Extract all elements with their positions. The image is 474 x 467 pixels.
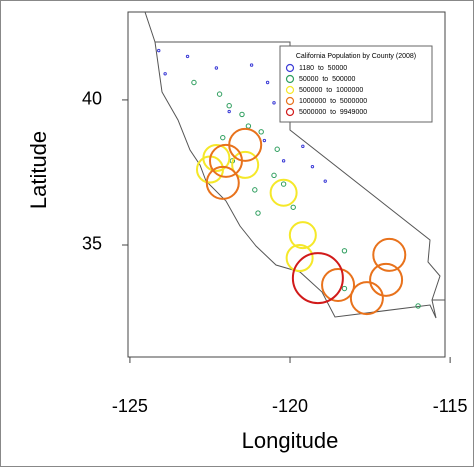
bubble: [272, 101, 276, 105]
legend-marker: [285, 96, 295, 106]
bubble: [310, 164, 315, 169]
bubble: [262, 138, 267, 143]
bubble: [341, 285, 348, 292]
bubble: [290, 204, 296, 210]
bubble: [157, 48, 161, 53]
bubble: [252, 187, 258, 193]
bubble: [281, 159, 286, 163]
legend-label: 500000 to 1000000: [299, 87, 363, 94]
bubble: [271, 172, 277, 179]
bubble: [274, 146, 280, 152]
bubble: [214, 66, 219, 70]
border: [144, 11, 445, 301]
x-tick-label: -120: [272, 396, 308, 416]
bubble: [216, 91, 223, 97]
bubble: [321, 268, 356, 303]
bubble: [415, 303, 421, 309]
legend-box: [279, 45, 433, 123]
bubble: [291, 252, 344, 305]
bubble: [163, 72, 167, 76]
bubble: [280, 181, 287, 187]
bubble: [220, 134, 226, 141]
x-tick-label: -115: [433, 396, 468, 416]
legend-marker: [285, 63, 295, 73]
bubble: [208, 143, 243, 178]
bubble: [185, 54, 190, 59]
y-axis-label: Latitude: [26, 131, 51, 209]
bubble: [269, 178, 298, 207]
x-tick-label: -125: [112, 396, 148, 416]
bubble: [255, 210, 261, 216]
bubble: [202, 143, 231, 172]
legend: California Population by County (2008) 1…: [279, 45, 433, 123]
bubble: [227, 109, 231, 114]
legend-label: 50000 to 500000: [299, 76, 356, 83]
state-outline: [154, 41, 441, 319]
legend-title: California Population by County (2008): [296, 53, 416, 60]
bubble: [285, 244, 314, 273]
legend-marker: [285, 85, 295, 95]
bubble: [341, 248, 348, 254]
legend-label: 1180 to 50000: [299, 65, 347, 72]
bubble: [265, 80, 270, 85]
legend-marker: [285, 107, 295, 117]
bubble: [249, 63, 254, 67]
plot-box: [127, 11, 446, 358]
bubble: [323, 179, 327, 183]
legend-label: 1000000 to 5000000: [299, 98, 367, 105]
bubble: [191, 79, 197, 86]
bubble: [258, 129, 264, 135]
bubble: [372, 237, 407, 272]
bubble: [239, 111, 245, 118]
x-axis-label: Longitude: [242, 428, 339, 453]
bubble: [205, 165, 240, 200]
bubble: [231, 150, 260, 179]
legend-label: 5000000 to 9949000: [299, 109, 367, 116]
bubble: [226, 103, 232, 109]
bubble: [288, 221, 317, 250]
bubble: [301, 144, 305, 149]
bubble: [349, 281, 384, 316]
y-tick-label: 35: [82, 234, 102, 254]
y-tick-label: 40: [82, 89, 102, 109]
legend-marker: [285, 74, 295, 84]
bubble: [369, 262, 404, 297]
